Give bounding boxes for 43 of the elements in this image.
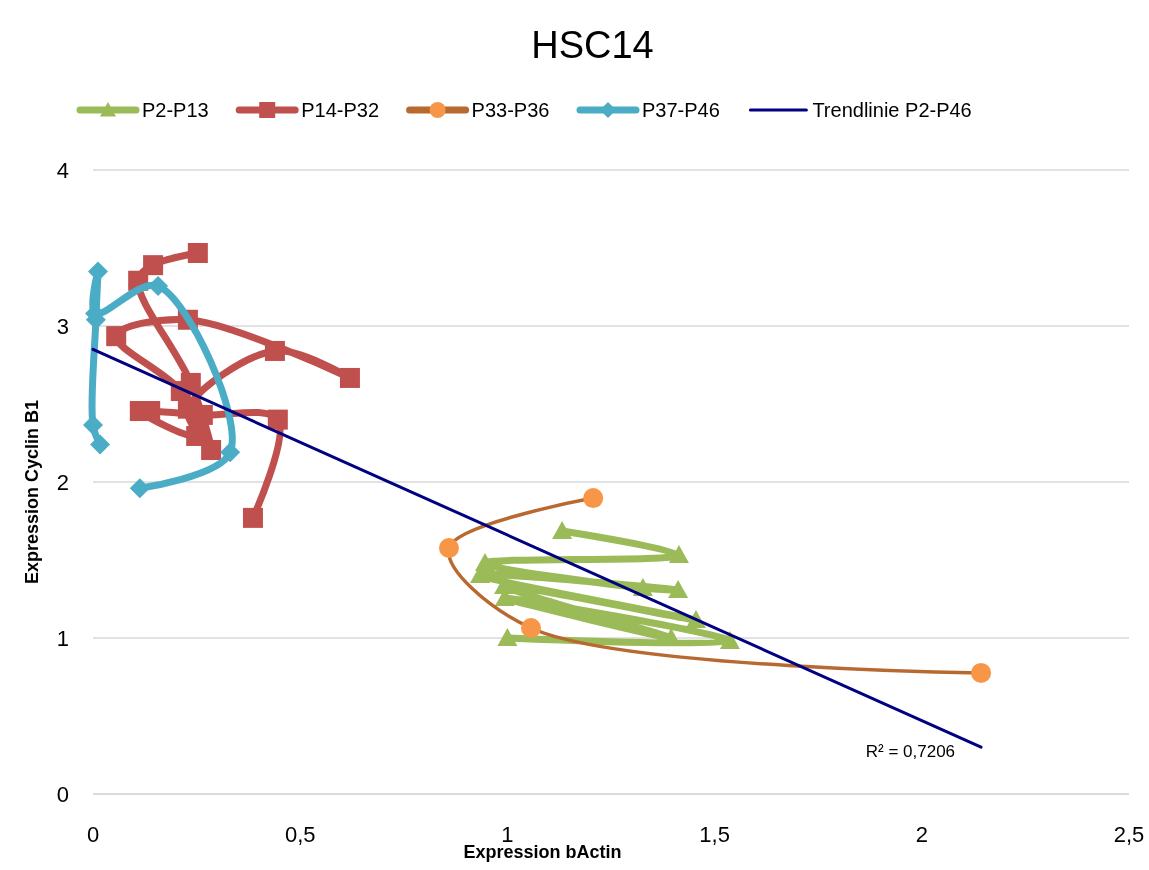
- point: [438, 537, 459, 558]
- y-tick-label: 0: [56, 782, 69, 807]
- point: [668, 545, 689, 564]
- point: [339, 367, 360, 388]
- point: [242, 507, 263, 528]
- y-tick-label: 3: [56, 314, 69, 339]
- point: [201, 440, 222, 461]
- x-tick-label: 2: [915, 822, 928, 847]
- point: [497, 628, 518, 646]
- x-tick-label: 2,5: [1113, 822, 1145, 847]
- point: [180, 372, 201, 393]
- x-tick-label: 0,5: [284, 822, 316, 847]
- point: [106, 326, 127, 347]
- legend-label: P14-P32: [301, 99, 380, 121]
- legend-label: Trendlinie P2-P46: [812, 99, 972, 121]
- y-tick-label: 2: [56, 470, 69, 495]
- point: [267, 409, 288, 430]
- y-axis-title: Expression Cyclin B1: [22, 399, 42, 585]
- legend-label: P37-P46: [642, 99, 720, 121]
- point: [129, 478, 150, 499]
- point: [264, 340, 285, 361]
- annotation: R² = 0,7206: [865, 742, 956, 762]
- chart-title: HSC14: [531, 24, 654, 66]
- x-tick-label: 1,5: [699, 822, 730, 847]
- legend-label: P2-P13: [142, 99, 209, 121]
- legend-label: P33-P36: [471, 99, 550, 121]
- point: [521, 618, 542, 639]
- point: [220, 442, 241, 463]
- point: [719, 631, 740, 650]
- point: [187, 242, 208, 263]
- point: [475, 553, 496, 572]
- point: [971, 662, 992, 683]
- point: [668, 579, 689, 598]
- point: [143, 255, 164, 276]
- x-tick-label: 0: [86, 822, 100, 847]
- y-tick-label: 4: [56, 158, 69, 183]
- y-tick-label: 1: [56, 626, 69, 651]
- point: [583, 488, 604, 509]
- point: [87, 261, 108, 282]
- point: [90, 434, 111, 455]
- point: [148, 276, 169, 297]
- point: [552, 520, 573, 539]
- point: [83, 415, 103, 436]
